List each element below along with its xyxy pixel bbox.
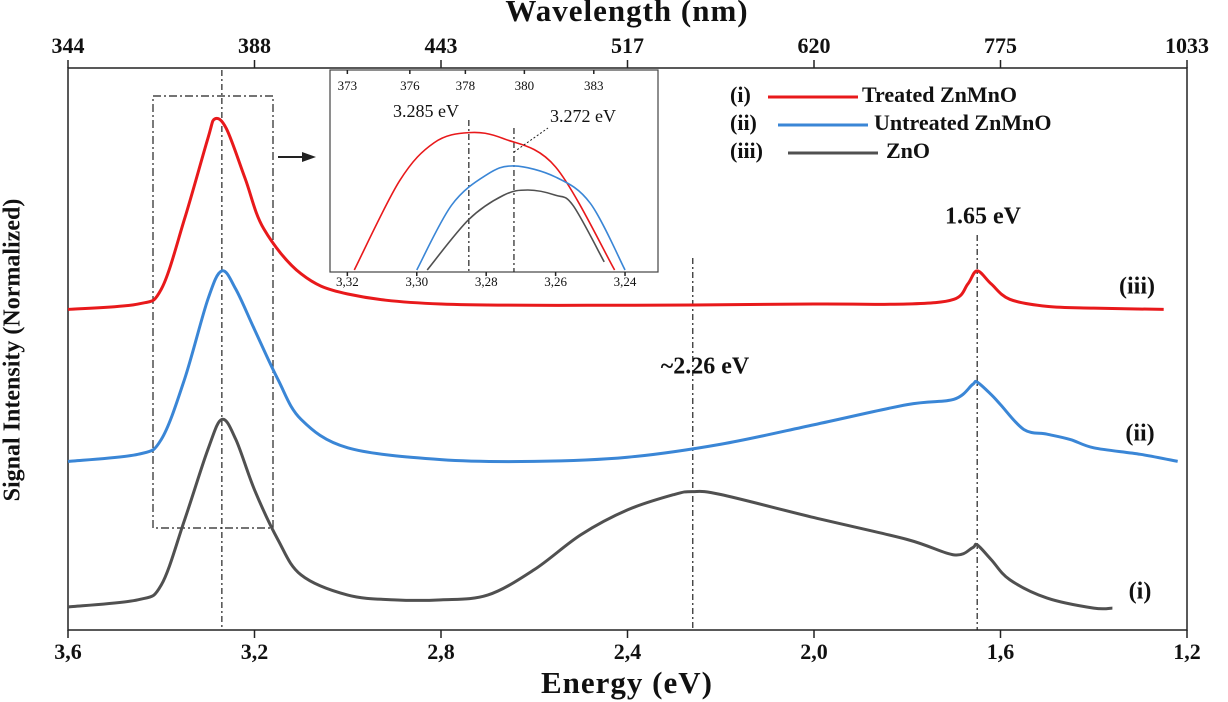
zoom-arrowhead (302, 152, 316, 162)
x2-tick-label: 344 (52, 33, 85, 58)
x2-tick-label: 376 (400, 78, 420, 93)
x2-tick-label: 378 (456, 78, 476, 93)
x-tick-label: 3,24 (614, 274, 637, 289)
annotation: (ii) (1125, 421, 1154, 447)
series-line (67, 116, 1164, 311)
x2-tick-label: 373 (338, 78, 358, 93)
annotation: 1.65 eV (945, 204, 1022, 230)
x-tick-label: 3,26 (544, 274, 567, 289)
x-tick-label: 3,30 (405, 274, 428, 289)
x2-tick-label: 775 (984, 33, 1017, 58)
legend-label: Treated ZnMnO (862, 82, 1017, 107)
legend-label: Untreated ZnMnO (874, 110, 1051, 135)
annotation-leader (513, 127, 549, 153)
x-tick-label: 2,0 (800, 639, 828, 664)
x-tick-label: 1,6 (987, 639, 1015, 664)
annotation: (i) (1129, 579, 1152, 605)
x-axis-title: Energy (eV) (541, 665, 713, 700)
x2-tick-label: 388 (238, 33, 271, 58)
series-line (353, 131, 616, 271)
x2-tick-label: 517 (611, 33, 644, 58)
x-tick-label: 3,28 (475, 274, 498, 289)
legend-marker-label: (ii) (730, 110, 757, 135)
x2-axis-title: Wavelength (nm) (505, 0, 748, 28)
annotation: (iii) (1119, 274, 1155, 300)
series-line (426, 189, 605, 271)
x-tick-label: 3,2 (241, 639, 269, 664)
annotation: 3.272 eV (550, 106, 616, 126)
y-axis-title: Signal Intensity (Normalized) (0, 199, 26, 502)
legend-marker-label: (iii) (730, 138, 763, 163)
x2-tick-label: 620 (798, 33, 831, 58)
x-tick-label: 2,8 (427, 639, 455, 664)
x2-tick-label: 383 (584, 78, 604, 93)
legend-marker-label: (i) (730, 82, 751, 107)
legend-label: ZnO (886, 138, 930, 163)
x-tick-label: 3,6 (54, 639, 82, 664)
x2-tick-label: 1033 (1165, 33, 1209, 58)
x-tick-label: 2,4 (614, 639, 642, 664)
x2-tick-label: 443 (425, 33, 458, 58)
x2-tick-label: 380 (515, 78, 535, 93)
x-tick-label: 3,32 (336, 274, 359, 289)
annotation: 3.285 eV (393, 101, 459, 121)
zoom-box (152, 95, 274, 529)
x-tick-label: 1,2 (1173, 639, 1201, 664)
series-line (416, 165, 626, 271)
series-line (67, 417, 1113, 611)
series-line (67, 269, 1178, 464)
annotation: ~2.26 eV (661, 354, 750, 380)
